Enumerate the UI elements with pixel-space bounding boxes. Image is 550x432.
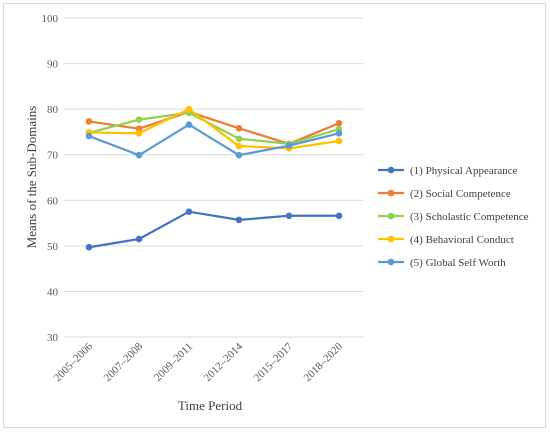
legend-marker	[387, 235, 395, 243]
legend-marker	[387, 258, 395, 266]
series-line	[88, 108, 340, 150]
y-tick-label: 60	[47, 195, 59, 207]
data-point	[85, 243, 93, 251]
legend-item: (5) Global Self Worth	[378, 257, 506, 269]
legend-label: (1) Physical Appearance	[410, 165, 518, 177]
data-point	[185, 208, 193, 215]
series-line	[88, 111, 340, 145]
data-point	[135, 151, 143, 159]
data-point	[85, 118, 93, 125]
y-tick-label: 90	[47, 59, 59, 71]
data-point	[235, 216, 243, 224]
data-point	[335, 129, 343, 137]
data-point	[335, 137, 343, 145]
x-axis-ticks: 2005–2006 2007–2008 2009–2011 2012–2014 2015…	[52, 340, 346, 384]
data-point	[235, 135, 243, 143]
y-tick-label: 30	[47, 332, 59, 344]
x-tick-label: 2012–2014	[202, 340, 246, 384]
x-tick-label: 2005–2006	[52, 340, 96, 384]
data-point	[185, 121, 193, 128]
legend-marker	[387, 189, 395, 197]
data-point	[185, 105, 193, 113]
y-tick-label: 70	[47, 150, 59, 162]
legend-marker	[387, 166, 395, 174]
y-axis-title: Means of the Sub-Domains	[24, 106, 39, 249]
chart-frame	[3, 3, 546, 428]
y-tick-label: 80	[47, 104, 59, 116]
legend-label: (4) Behavioral Conduct	[410, 234, 514, 246]
y-tick-label: 50	[47, 241, 59, 253]
legend-item: (4) Behavioral Conduct	[378, 234, 514, 246]
data-point	[135, 129, 143, 137]
x-tick-label: 2015–2017	[252, 340, 296, 384]
legend-item: (2) Social Competence	[378, 188, 511, 200]
legend-item: (1) Physical Appearance	[378, 165, 518, 177]
x-axis-title: Time Period	[178, 398, 243, 413]
series-1	[85, 208, 343, 251]
series-4	[85, 105, 343, 152]
data-point	[235, 142, 243, 150]
x-tick-label: 2009–2011	[152, 341, 195, 384]
series-5	[85, 121, 343, 159]
data-point	[335, 119, 343, 127]
data-point	[235, 151, 243, 159]
x-tick-label: 2007–2008	[102, 340, 146, 384]
data-point	[285, 212, 293, 220]
data-point	[335, 212, 343, 220]
y-tick-label: 40	[47, 286, 59, 298]
series-line	[88, 123, 340, 157]
series-line	[88, 210, 339, 249]
gridlines	[64, 17, 364, 338]
y-tick-label: 100	[42, 13, 59, 25]
y-axis-ticks: 30 40 50 60 70 80 90 100	[42, 13, 59, 344]
legend-label: (5) Global Self Worth	[410, 257, 506, 269]
legend-item: (3) Scholastic Competence	[378, 211, 529, 223]
legend-label: (2) Social Competence	[410, 188, 511, 200]
legend: (1) Physical Appearance (2) Social Compet…	[378, 165, 529, 269]
data-point	[135, 235, 143, 243]
data-point	[285, 142, 293, 149]
data-point	[135, 125, 143, 133]
x-tick-label: 2018–2020	[302, 340, 346, 384]
data-point	[235, 124, 243, 132]
series-lines	[85, 105, 343, 251]
legend-marker	[387, 212, 395, 220]
data-point	[135, 116, 143, 123]
legend-label: (3) Scholastic Competence	[410, 211, 529, 223]
data-point	[85, 132, 93, 140]
